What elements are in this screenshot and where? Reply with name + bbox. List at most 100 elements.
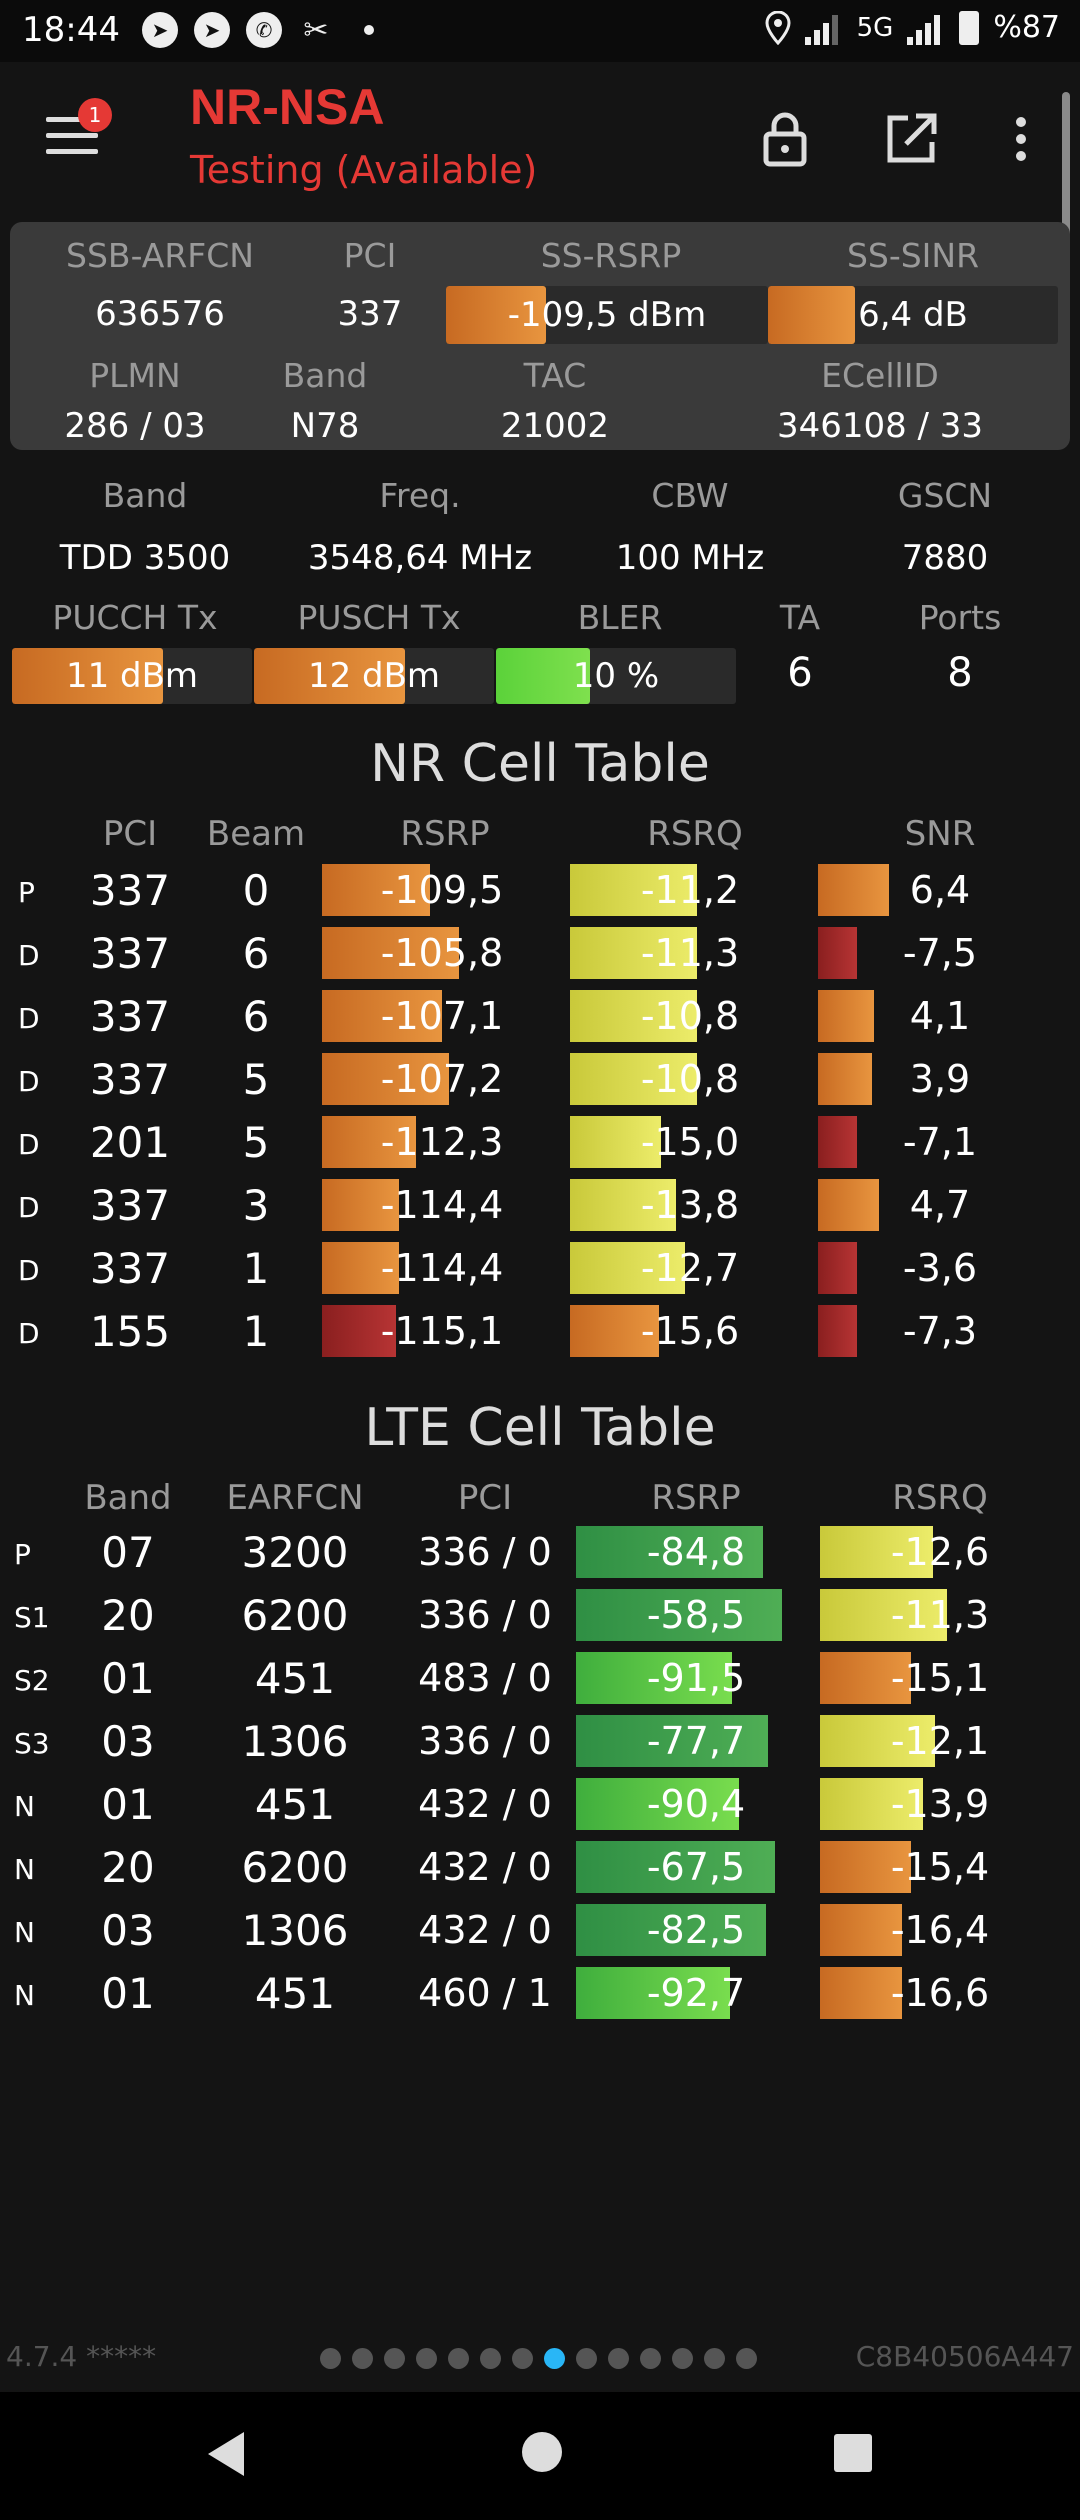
lte-rsrp-bar: -77,7 bbox=[576, 1715, 816, 1767]
lte-rsrq-bar-value: -12,6 bbox=[890, 1530, 990, 1574]
label-ss-sinr: SS-SINR bbox=[846, 236, 980, 275]
pusch-tx-bar: 12 dBm bbox=[254, 648, 494, 704]
label-pci: PCI bbox=[343, 236, 397, 275]
value-gscn: 7880 bbox=[901, 538, 989, 578]
page-dot[interactable] bbox=[512, 2348, 533, 2369]
value-cbw: 100 MHz bbox=[615, 538, 765, 578]
page-dot[interactable] bbox=[448, 2348, 469, 2369]
lte-rsrp-bar-fill bbox=[576, 1715, 768, 1767]
nr-rsrq-bar: -15,0 bbox=[570, 1116, 810, 1168]
table-row: N 03 1306 432 / 0 -82,5 -16,4 bbox=[0, 1904, 1080, 1960]
lte-rsrq-bar-fill bbox=[820, 1715, 936, 1767]
nr-snr-bar: -7,5 bbox=[818, 927, 1062, 979]
lte-rsrq-bar-fill bbox=[820, 1652, 912, 1704]
nr-rsrq-bar-value: -15,0 bbox=[640, 1120, 740, 1164]
nr-rsrp-bar-value: -105,8 bbox=[380, 931, 504, 975]
row-type: D bbox=[18, 1002, 40, 1035]
page-dot[interactable] bbox=[672, 2348, 693, 2369]
label-gscn: GSCN bbox=[897, 476, 993, 515]
page-dot[interactable] bbox=[640, 2348, 661, 2369]
cell-band: 20 bbox=[101, 1591, 155, 1640]
page-dot[interactable] bbox=[416, 2348, 437, 2369]
lte-table-title: LTE Cell Table bbox=[364, 1398, 716, 1458]
nr-rsrq-bar: -15,6 bbox=[570, 1305, 810, 1357]
cell-pci: 483 / 0 bbox=[418, 1656, 552, 1700]
page-dot[interactable] bbox=[576, 2348, 597, 2369]
nr-snr-bar: 4,1 bbox=[818, 990, 1062, 1042]
nr-snr-bar: 4,7 bbox=[818, 1179, 1062, 1231]
row-type: P bbox=[14, 1538, 31, 1571]
value-ta: 6 bbox=[787, 650, 813, 696]
nr-rsrp-bar: -114,4 bbox=[322, 1242, 562, 1294]
nr-header-rsrp: RSRP bbox=[400, 814, 490, 854]
back-icon[interactable] bbox=[208, 2432, 244, 2476]
cell-earfcn: 451 bbox=[254, 1654, 336, 1703]
ss-sinr-bar-fill bbox=[768, 286, 855, 344]
page-dot[interactable] bbox=[480, 2348, 501, 2369]
nr-rsrp-bar-value: -114,4 bbox=[380, 1246, 504, 1290]
app-title: NR-NSA bbox=[190, 79, 385, 135]
table-row: D 337 5 -107,2 -10,8 3,9 bbox=[0, 1053, 1080, 1109]
cell-pci: 336 / 0 bbox=[418, 1530, 552, 1574]
cell-pci: 155 bbox=[89, 1307, 171, 1356]
value-pci: 337 bbox=[337, 294, 403, 334]
ss-rsrp-value: -109,5 dBm bbox=[507, 295, 707, 335]
lte-rsrp-bar-value: -67,5 bbox=[646, 1845, 746, 1889]
nr-snr-bar-value: -3,6 bbox=[902, 1246, 978, 1290]
lock-icon[interactable] bbox=[756, 110, 814, 168]
nr-header-pci: PCI bbox=[102, 814, 158, 854]
nr-rsrq-bar: -11,2 bbox=[570, 864, 810, 916]
page-dot[interactable] bbox=[608, 2348, 629, 2369]
cell-pci: 336 / 0 bbox=[418, 1593, 552, 1637]
lte-rsrp-bar: -92,7 bbox=[576, 1967, 816, 2019]
cell-beam: 5 bbox=[242, 1118, 270, 1167]
cell-pci: 432 / 0 bbox=[418, 1782, 552, 1826]
menu-icon[interactable] bbox=[46, 117, 98, 157]
nr-rsrq-bar-value: -11,2 bbox=[640, 868, 740, 912]
page-dot[interactable] bbox=[736, 2348, 757, 2369]
nr-rsrp-bar: -105,8 bbox=[322, 927, 562, 979]
nr-rsrp-bar-value: -112,3 bbox=[380, 1120, 504, 1164]
nr-rsrq-bar-fill bbox=[570, 1242, 686, 1294]
lte-rsrq-bar-fill bbox=[820, 1589, 948, 1641]
lte-rsrq-bar: -13,9 bbox=[820, 1778, 1060, 1830]
row-type: S3 bbox=[14, 1727, 50, 1760]
nr-rsrq-bar: -10,8 bbox=[570, 990, 810, 1042]
table-row: S3 03 1306 336 / 0 -77,7 -12,1 bbox=[0, 1715, 1080, 1771]
page-indicator[interactable] bbox=[320, 2348, 757, 2369]
nr-rsrp-bar: -115,1 bbox=[322, 1305, 562, 1357]
page-dot[interactable] bbox=[352, 2348, 373, 2369]
label-ta: TA bbox=[779, 598, 821, 637]
status-system-icons: 5G %87 bbox=[765, 10, 1060, 45]
page-dot[interactable] bbox=[320, 2348, 341, 2369]
nr-rsrp-bar-value: -109,5 bbox=[380, 868, 504, 912]
lte-header-earfcn: EARFCN bbox=[226, 1478, 364, 1518]
lte-rsrq-bar: -12,1 bbox=[820, 1715, 1060, 1767]
row-type: D bbox=[18, 1128, 40, 1161]
table-row: P 07 3200 336 / 0 -84,8 -12,6 bbox=[0, 1526, 1080, 1582]
value-freq: 3548,64 MHz bbox=[307, 538, 533, 578]
lte-header-rsrq: RSRQ bbox=[892, 1478, 988, 1518]
page-dot[interactable] bbox=[544, 2348, 565, 2369]
lte-rsrq-bar-value: -16,6 bbox=[890, 1971, 990, 2015]
whatsapp-icon: ✆ bbox=[246, 12, 282, 48]
cell-earfcn: 451 bbox=[254, 1780, 336, 1829]
open-external-icon[interactable] bbox=[882, 110, 940, 168]
page-dot[interactable] bbox=[384, 2348, 405, 2369]
value-tac: 21002 bbox=[500, 406, 610, 446]
home-icon[interactable] bbox=[522, 2432, 562, 2472]
table-row: P 337 0 -109,5 -11,2 6,4 bbox=[0, 864, 1080, 920]
more-vert-icon[interactable] bbox=[996, 110, 1046, 168]
nr-rsrp-bar-value: -114,4 bbox=[380, 1183, 504, 1227]
lte-rsrp-bar: -90,4 bbox=[576, 1778, 816, 1830]
telegram-icon: ➤ bbox=[142, 12, 178, 48]
lte-rsrp-bar: -82,5 bbox=[576, 1904, 816, 1956]
nr-snr-bar-value: 4,7 bbox=[909, 1183, 971, 1227]
nr-rsrq-bar-value: -10,8 bbox=[640, 994, 740, 1038]
ss-sinr-value: 6,4 dB bbox=[858, 295, 968, 335]
nr-rsrq-bar-fill bbox=[570, 990, 698, 1042]
row-type: N bbox=[14, 1916, 35, 1949]
recents-icon[interactable] bbox=[834, 2434, 872, 2472]
row-type: N bbox=[14, 1853, 35, 1886]
page-dot[interactable] bbox=[704, 2348, 725, 2369]
